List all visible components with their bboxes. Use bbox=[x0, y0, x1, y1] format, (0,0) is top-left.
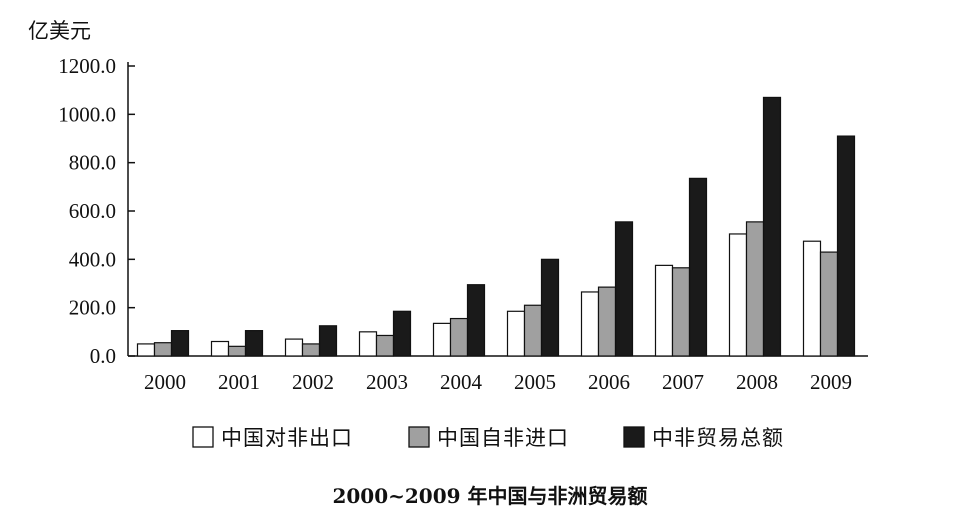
legend-label-1: 中国对非出口 bbox=[221, 426, 353, 450]
bar-2007-series-2 bbox=[671, 267, 691, 357]
bar-2006-series-2 bbox=[597, 286, 617, 357]
bar-2005-series-3 bbox=[540, 258, 560, 357]
bar-2003-series-1 bbox=[358, 331, 378, 357]
x-tick-label: 2000 bbox=[144, 370, 186, 394]
bar-2000-series-1 bbox=[136, 343, 156, 357]
bar-2009-series-1 bbox=[802, 240, 822, 357]
x-tick-label: 2006 bbox=[588, 370, 630, 394]
legend: 中国对非出口 中国自非进口 中非贸易总额 bbox=[192, 426, 784, 450]
x-tick-label: 2004 bbox=[440, 370, 483, 394]
bar-2002-series-2 bbox=[301, 343, 321, 357]
bar-2008-series-2 bbox=[745, 221, 765, 357]
bar-2005-series-1 bbox=[506, 310, 526, 357]
x-tick-label: 2002 bbox=[292, 370, 334, 394]
legend-swatch-1 bbox=[192, 426, 214, 448]
x-tick-label: 2005 bbox=[514, 370, 556, 394]
bar-2004-series-2 bbox=[449, 317, 469, 357]
bar-2004-series-3 bbox=[466, 284, 486, 357]
bar-2003-series-3 bbox=[392, 310, 412, 357]
bar-2008-series-3 bbox=[762, 96, 782, 357]
y-tick-label: 200.0 bbox=[69, 296, 116, 320]
y-tick-label: 800.0 bbox=[69, 151, 116, 175]
bar-2008-series-1 bbox=[728, 233, 748, 357]
legend-label-3: 中非贸易总额 bbox=[652, 426, 784, 450]
x-tick-label: 2001 bbox=[218, 370, 260, 394]
y-tick-label: 600.0 bbox=[69, 199, 116, 223]
bar-2009-series-3 bbox=[836, 135, 856, 357]
bar-2004-series-1 bbox=[432, 322, 452, 357]
bar-2007-series-3 bbox=[688, 177, 708, 357]
bar-2000-series-3 bbox=[170, 330, 190, 357]
bar-2001-series-2 bbox=[227, 345, 247, 357]
bar-2001-series-3 bbox=[244, 330, 264, 357]
bar-2006-series-1 bbox=[580, 291, 600, 357]
bar-2007-series-1 bbox=[654, 264, 674, 357]
x-tick-label: 2007 bbox=[662, 370, 704, 394]
y-tick-label: 400.0 bbox=[69, 247, 116, 271]
y-tick-label: 1000.0 bbox=[58, 102, 116, 126]
y-tick-label: 1200.0 bbox=[58, 54, 116, 78]
bar-2002-series-3 bbox=[318, 325, 338, 357]
bar-2002-series-1 bbox=[284, 338, 304, 357]
y-tick-label: 0.0 bbox=[90, 344, 116, 368]
bar-2009-series-2 bbox=[819, 251, 839, 357]
bar-2005-series-2 bbox=[523, 304, 543, 357]
legend-label-2: 中国自非进口 bbox=[437, 426, 569, 450]
y-axis: 0.0 200.0 400.0 600.0 800.0 1000.0 1200.0 bbox=[58, 54, 135, 368]
legend-swatch-2 bbox=[408, 426, 430, 448]
x-tick-label: 2008 bbox=[736, 370, 778, 394]
bar-2006-series-3 bbox=[614, 221, 634, 357]
x-axis: 2000 2001 2002 2003 2004 2005 2006 2007 2008 2009 bbox=[128, 355, 868, 394]
y-unit-label: 亿美元 bbox=[28, 19, 91, 43]
bar-2001-series-1 bbox=[210, 340, 230, 357]
x-tick-label: 2009 bbox=[810, 370, 852, 394]
legend-swatch-3 bbox=[623, 426, 645, 448]
bar-2000-series-2 bbox=[153, 342, 173, 357]
bars bbox=[136, 96, 856, 357]
bar-2003-series-2 bbox=[375, 334, 395, 357]
chart-title: 2000~2009 年中国与非洲贸易额 bbox=[332, 484, 647, 508]
x-tick-label: 2003 bbox=[366, 370, 408, 394]
